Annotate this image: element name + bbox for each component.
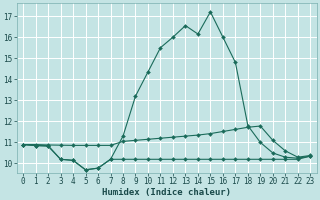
X-axis label: Humidex (Indice chaleur): Humidex (Indice chaleur): [102, 188, 231, 197]
